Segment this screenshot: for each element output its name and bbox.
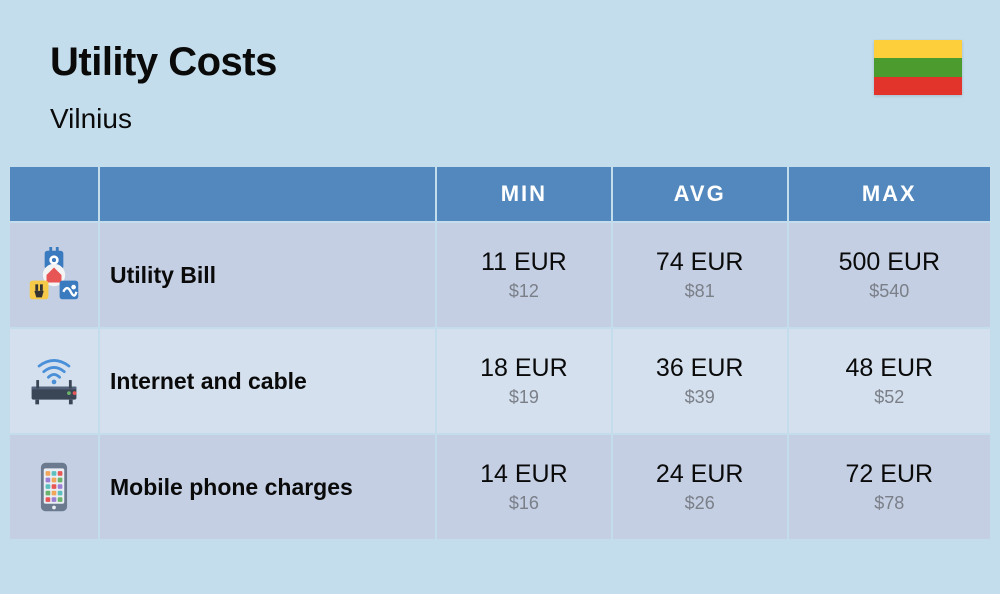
page-subtitle: Vilnius — [50, 103, 277, 135]
value-usd: $26 — [613, 493, 787, 514]
cell-min: 11 EUR $12 — [437, 223, 611, 327]
row-icon-cell — [10, 329, 98, 433]
table-header: MIN AVG MAX — [10, 167, 990, 221]
row-icon-cell — [10, 435, 98, 539]
value-usd: $78 — [789, 493, 990, 514]
phone-icon — [24, 457, 84, 517]
value-usd: $81 — [613, 281, 787, 302]
col-label — [100, 167, 435, 221]
col-min: MIN — [437, 167, 611, 221]
value-usd: $19 — [437, 387, 611, 408]
col-icon — [10, 167, 98, 221]
cell-max: 500 EUR $540 — [789, 223, 990, 327]
header-text: Utility Costs Vilnius — [50, 40, 277, 135]
page-title: Utility Costs — [50, 40, 277, 85]
cell-min: 18 EUR $19 — [437, 329, 611, 433]
value-eur: 24 EUR — [613, 460, 787, 489]
row-label: Utility Bill — [100, 223, 435, 327]
value-eur: 48 EUR — [789, 354, 990, 383]
value-eur: 74 EUR — [613, 248, 787, 277]
value-usd: $16 — [437, 493, 611, 514]
router-icon — [24, 351, 84, 411]
value-eur: 14 EUR — [437, 460, 611, 489]
value-usd: $540 — [789, 281, 990, 302]
costs-table: MIN AVG MAX — [0, 165, 1000, 541]
lithuania-flag-icon — [874, 40, 962, 95]
cell-avg: 36 EUR $39 — [613, 329, 787, 433]
table-row: Utility Bill 11 EUR $12 74 EUR $81 500 E… — [10, 223, 990, 327]
cell-max: 72 EUR $78 — [789, 435, 990, 539]
value-eur: 11 EUR — [437, 248, 611, 277]
value-eur: 72 EUR — [789, 460, 990, 489]
cell-max: 48 EUR $52 — [789, 329, 990, 433]
row-label: Internet and cable — [100, 329, 435, 433]
cell-avg: 24 EUR $26 — [613, 435, 787, 539]
table-row: Mobile phone charges 14 EUR $16 24 EUR $… — [10, 435, 990, 539]
value-usd: $39 — [613, 387, 787, 408]
col-max: MAX — [789, 167, 990, 221]
header: Utility Costs Vilnius — [0, 0, 1000, 165]
cell-avg: 74 EUR $81 — [613, 223, 787, 327]
col-avg: AVG — [613, 167, 787, 221]
cell-min: 14 EUR $16 — [437, 435, 611, 539]
table-row: Internet and cable 18 EUR $19 36 EUR $39… — [10, 329, 990, 433]
value-usd: $52 — [789, 387, 990, 408]
row-label: Mobile phone charges — [100, 435, 435, 539]
value-eur: 18 EUR — [437, 354, 611, 383]
value-usd: $12 — [437, 281, 611, 302]
value-eur: 36 EUR — [613, 354, 787, 383]
row-icon-cell — [10, 223, 98, 327]
utility-icon — [24, 245, 84, 305]
value-eur: 500 EUR — [789, 248, 990, 277]
